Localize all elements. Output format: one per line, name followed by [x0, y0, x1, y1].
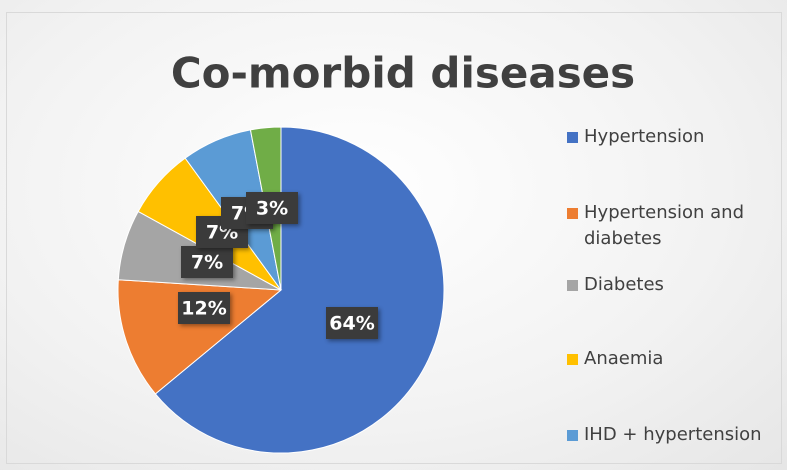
legend-label: Hypertension: [584, 126, 705, 147]
data-label: 7%: [181, 246, 233, 278]
chart-frame: [6, 12, 782, 464]
legend-item: Diabetes: [567, 272, 782, 298]
data-label-box: [178, 292, 230, 324]
legend-label: Anaemia: [584, 348, 664, 369]
data-label: 3%: [246, 192, 298, 224]
legend-item: Hypertension and diabetes: [567, 200, 782, 252]
legend-swatch: [567, 354, 578, 365]
legend-swatch: [567, 208, 578, 219]
data-label-text: 64%: [329, 313, 374, 335]
legend-label: Hypertension and diabetes: [584, 202, 745, 249]
data-label-box: [326, 307, 378, 339]
legend-swatch: [567, 132, 578, 143]
data-label: 64%: [326, 307, 378, 339]
legend-swatch: [567, 280, 578, 291]
data-label: 12%: [178, 292, 230, 324]
data-label-text: 12%: [181, 298, 226, 320]
legend-item: Anaemia: [567, 346, 782, 372]
data-label-text: 3%: [256, 198, 288, 220]
legend-item: Hypertension: [567, 124, 782, 150]
legend-item: IHD + hypertension: [567, 422, 782, 448]
pie-slice: [154, 126, 445, 454]
legend-swatch: [567, 430, 578, 441]
pie-slice: [117, 279, 283, 395]
legend-label: Diabetes: [584, 274, 664, 295]
legend-label: IHD + hypertension: [584, 424, 762, 445]
data-label-box: [181, 246, 233, 278]
data-label-text: 7%: [191, 252, 223, 274]
chart-title: Co-morbid diseases: [171, 49, 635, 98]
data-label-box: [246, 192, 298, 224]
